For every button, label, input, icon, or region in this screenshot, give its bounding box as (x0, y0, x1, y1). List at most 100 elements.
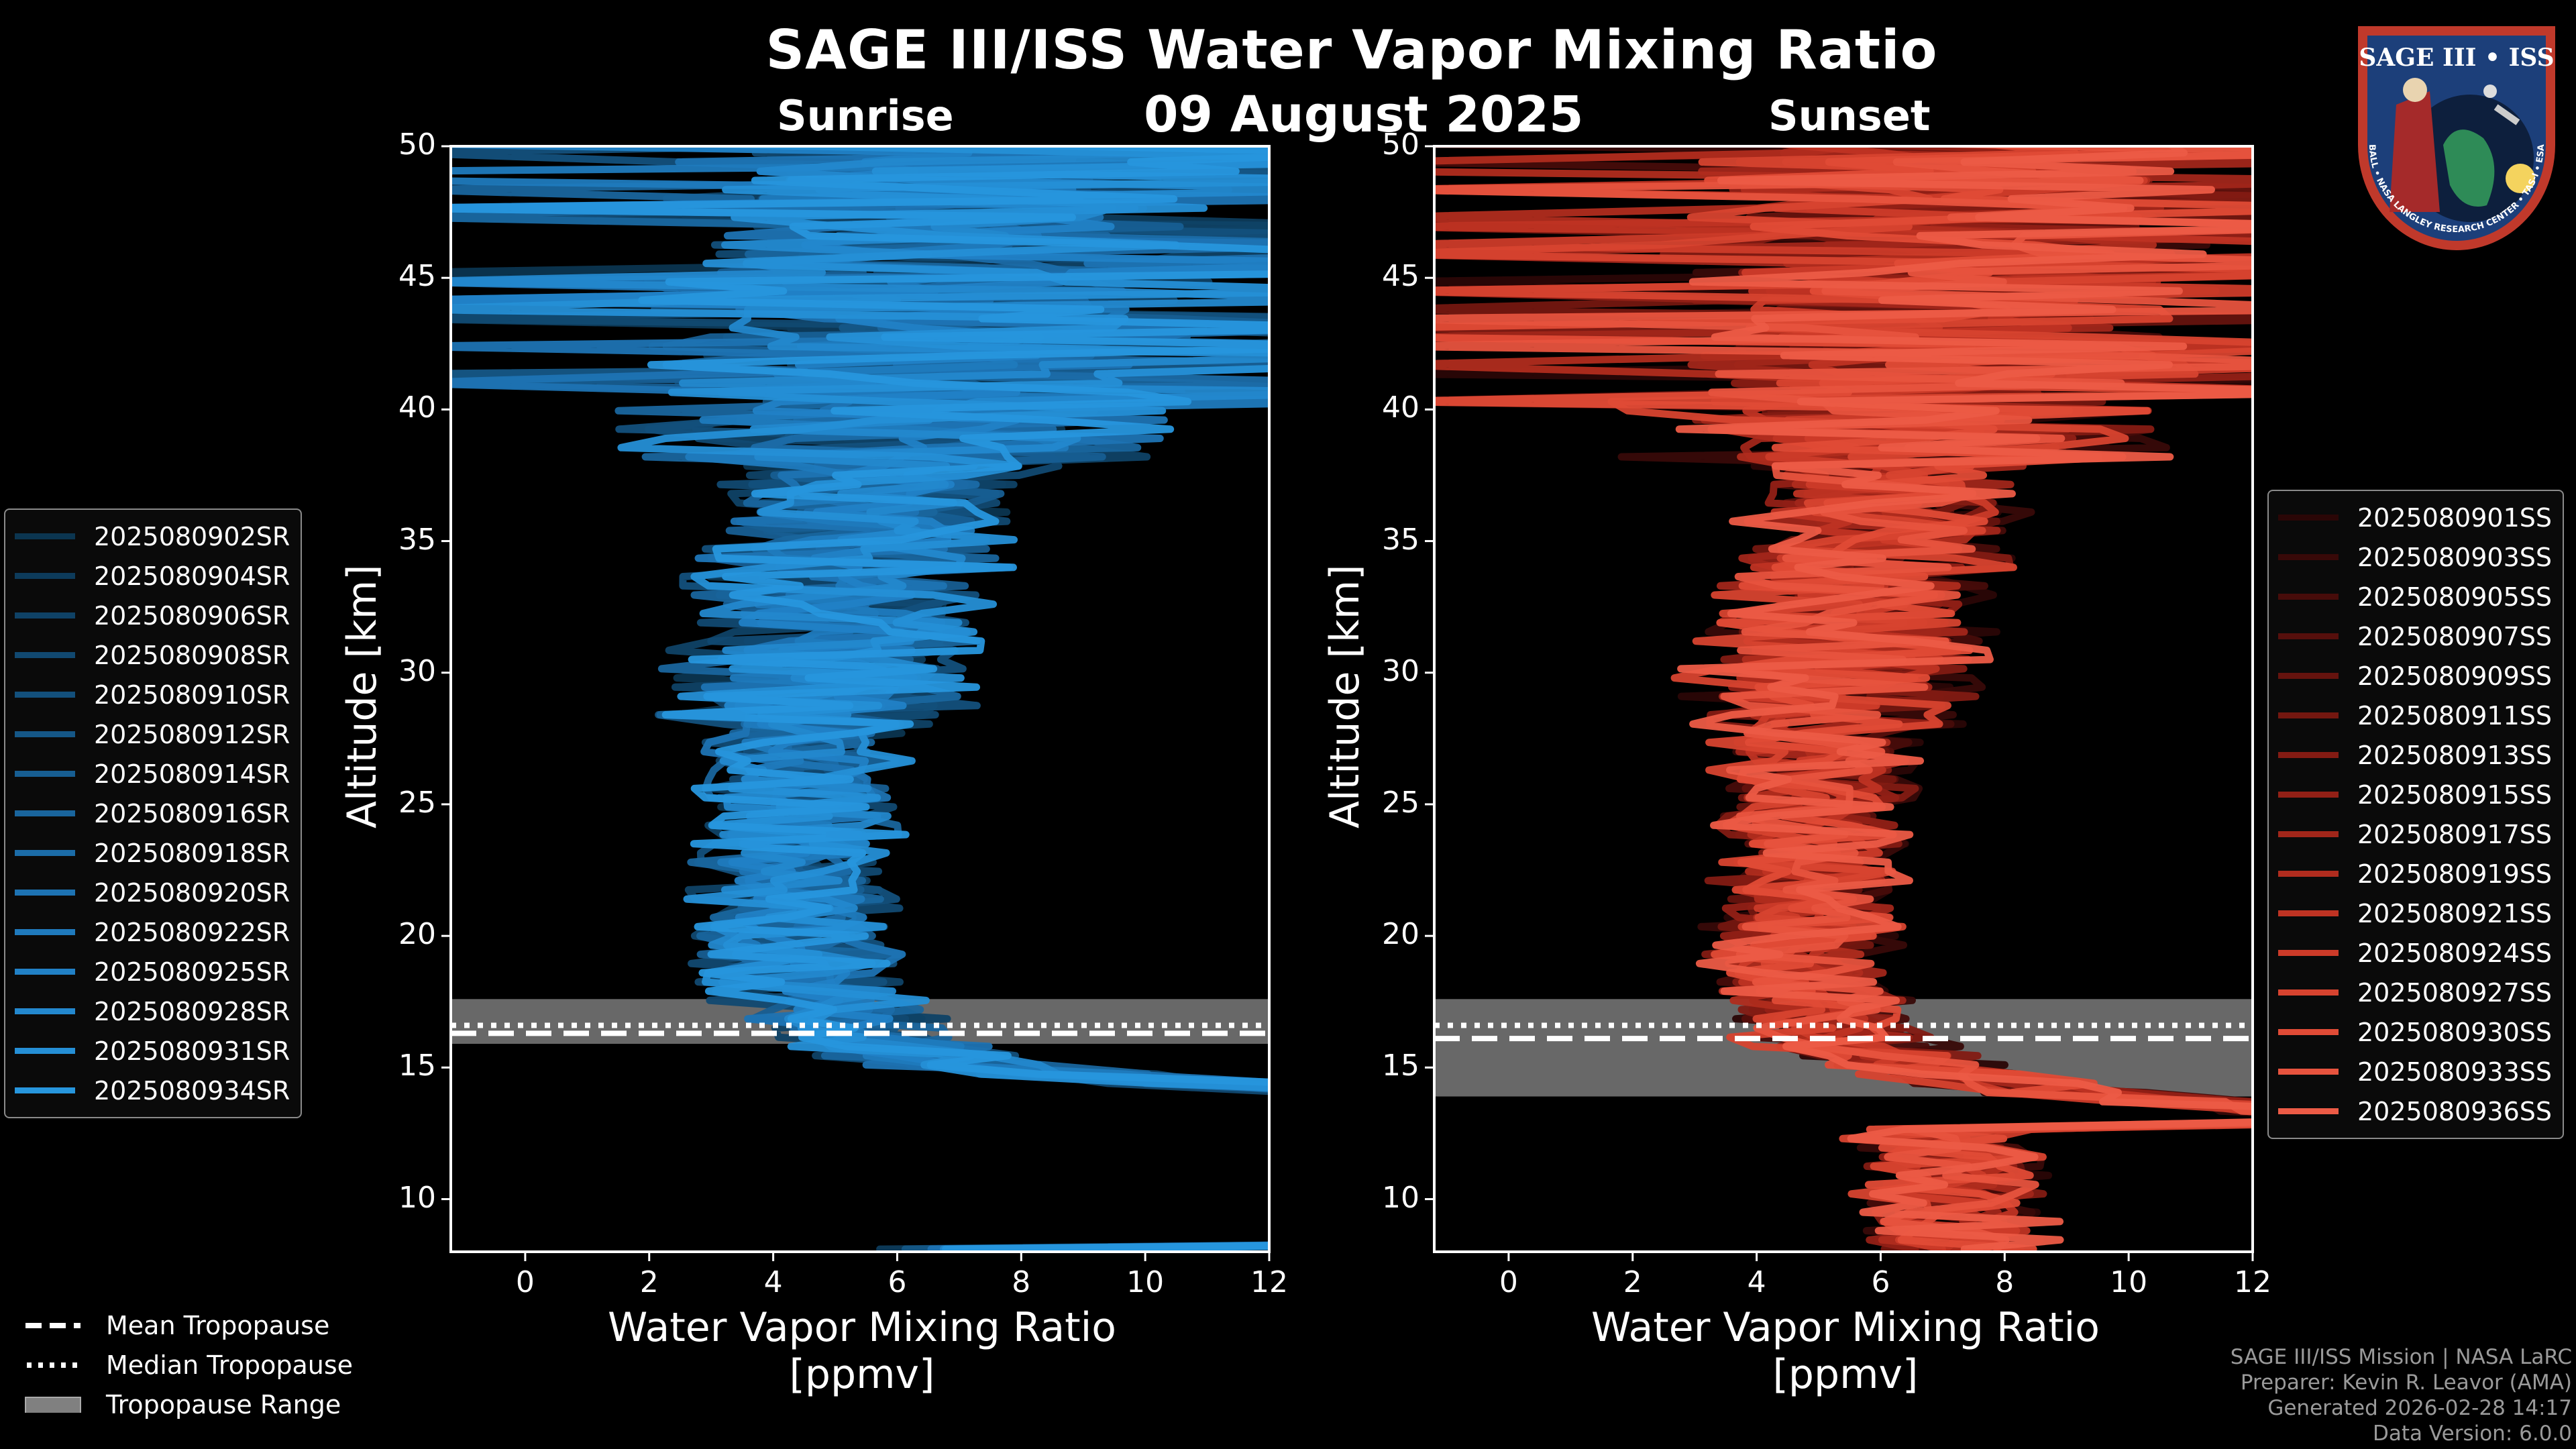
legend-item-2025080907SS: 2025080907SS (2275, 616, 2552, 656)
sunset-ytick-label: 10 (1382, 1180, 1419, 1215)
sunrise-axes-frame (449, 145, 1271, 1253)
legend-swatch-icon (15, 810, 75, 816)
legend-swatch-icon (2278, 871, 2339, 877)
footer-preparer: Preparer: Kevin R. Leavor (AMA) (2240, 1371, 2572, 1395)
logo-sage-figure-icon (2390, 91, 2440, 212)
legend-swatch-icon (2278, 673, 2339, 679)
dashed-line-icon (25, 1322, 80, 1328)
legend-swatch-icon (15, 771, 75, 777)
logo-banner (2368, 36, 2545, 78)
sunrise-xtick-label: 2 (639, 1265, 659, 1299)
legend-label: 2025080904SR (94, 561, 290, 591)
legend-label: 2025080931SR (94, 1036, 290, 1066)
legend-swatch-icon (15, 612, 75, 619)
sunset-xtick-label: 0 (1499, 1265, 1518, 1299)
legend-swatch-icon (2278, 594, 2339, 600)
legend-label: 2025080918SR (94, 838, 290, 868)
sunset-xlabel: Water Vapor Mixing Ratio [ppmv] (1591, 1304, 2100, 1398)
sunrise-xlabel: Water Vapor Mixing Ratio [ppmv] (608, 1304, 1116, 1398)
legend-item-2025080927SS: 2025080927SS (2275, 973, 2552, 1012)
legend-swatch-icon (2278, 989, 2339, 996)
legend-item-2025080913SS: 2025080913SS (2275, 735, 2552, 775)
sunset-xtick-label: 2 (1623, 1265, 1642, 1299)
sunrise-ytick-label: 40 (398, 390, 436, 425)
legend-item-2025080925SR: 2025080925SR (12, 952, 290, 991)
legend-item-2025080919SS: 2025080919SS (2275, 854, 2552, 894)
sunrise-panel-title: Sunrise (777, 91, 954, 140)
legend-median-tropopause: Median Tropopause (24, 1345, 353, 1385)
legend-swatch-icon (15, 929, 75, 935)
legend-label: 2025080916SR (94, 798, 290, 828)
sunset-xtick-label: 10 (2110, 1265, 2148, 1299)
legend-swatch-icon (2278, 752, 2339, 758)
legend-label: 2025080910SR (94, 680, 290, 710)
legend-item-2025080902SR: 2025080902SR (12, 517, 290, 556)
legend-item-2025080904SR: 2025080904SR (12, 556, 290, 596)
legend-swatch-icon (15, 652, 75, 658)
legend-label: 2025080930SS (2357, 1017, 2553, 1047)
legend-item-2025080908SR: 2025080908SR (12, 635, 290, 675)
legend-swatch-icon (2278, 910, 2339, 916)
legend-item-2025080936SS: 2025080936SS (2275, 1091, 2552, 1131)
legend-item-2025080928SR: 2025080928SR (12, 991, 290, 1031)
legend-item-2025080912SR: 2025080912SR (12, 714, 290, 754)
sunset-plot-group (1434, 146, 2253, 1252)
legend-item-2025080920SR: 2025080920SR (12, 873, 290, 912)
profile-line-2025080934SR (451, 146, 1269, 1252)
sunset-ytick-label: 30 (1382, 653, 1419, 688)
legend-item-2025080915SS: 2025080915SS (2275, 775, 2552, 814)
legend-swatch-icon (2278, 633, 2339, 639)
legend-label: 2025080915SS (2357, 780, 2553, 810)
legend-item-2025080910SR: 2025080910SR (12, 675, 290, 714)
chart-title: SAGE III/ISS Water Vapor Mixing Ratio (765, 19, 1938, 81)
legend-label: 2025080936SS (2357, 1096, 2553, 1126)
sage-mission-logo: SAGE III • ISS BALL • NASA LANGLEY RESEA… (2358, 26, 2555, 250)
sunset-ytick-label: 45 (1382, 259, 1419, 294)
chart-date: 09 August 2025 (1144, 86, 1584, 144)
logo-top-text: SAGE III • ISS (2359, 44, 2554, 72)
legend-label: 2025080927SS (2357, 977, 2553, 1008)
logo-moon-icon (2483, 85, 2497, 98)
legend-range-label: Tropopause Range (106, 1389, 341, 1419)
dotted-line-icon (27, 1362, 80, 1368)
legend-item-2025080914SR: 2025080914SR (12, 754, 290, 794)
sunset-ytick-label: 40 (1382, 390, 1419, 425)
legend-label: 2025080901SS (2357, 502, 2553, 533)
legend-label: 2025080909SS (2357, 661, 2553, 691)
footer-mission: SAGE III/ISS Mission | NASA LaRC (2230, 1345, 2572, 1369)
legend-label: 2025080919SS (2357, 859, 2553, 889)
legend-label: 2025080922SR (94, 917, 290, 947)
sunset-ytick-label: 15 (1382, 1049, 1419, 1083)
footer-generated: Generated 2026-02-28 14:17 (2267, 1396, 2572, 1420)
sunset-ytick-label: 50 (1382, 127, 1419, 162)
legend-swatch-icon (15, 573, 75, 579)
legend-item-2025080901SS: 2025080901SS (2275, 498, 2552, 537)
legend-swatch-icon (15, 731, 75, 737)
legend-label: 2025080907SS (2357, 621, 2553, 651)
legend-item-2025080916SR: 2025080916SR (12, 794, 290, 833)
sunrise-xtick-label: 8 (1012, 1265, 1031, 1299)
legend-swatch-icon (15, 850, 75, 856)
sunrise-xtick-label: 0 (515, 1265, 535, 1299)
legend-swatch-icon (2278, 831, 2339, 837)
legend-label: 2025080913SS (2357, 740, 2553, 770)
sunset-xtick-label: 6 (1871, 1265, 1890, 1299)
legend-item-2025080921SS: 2025080921SS (2275, 894, 2552, 933)
sunrise-xtick-label: 6 (888, 1265, 907, 1299)
legend-label: 2025080908SR (94, 640, 290, 670)
sunrise-ytick-label: 15 (398, 1049, 436, 1083)
legend-item-2025080909SS: 2025080909SS (2275, 656, 2552, 696)
legend-label: 2025080917SS (2357, 819, 2553, 849)
legend-item-2025080903SS: 2025080903SS (2275, 537, 2552, 577)
legend-item-2025080930SS: 2025080930SS (2275, 1012, 2552, 1052)
legend-item-2025080917SS: 2025080917SS (2275, 814, 2552, 854)
footer-credits: SAGE III/ISS Mission | NASA LaRC Prepare… (2231, 1344, 2572, 1446)
sunset-axes-frame (1433, 145, 2254, 1253)
tropopause-legend: Mean Tropopause Median Tropopause Tropop… (24, 1305, 353, 1424)
logo-face-icon (2403, 78, 2427, 102)
legend-item-2025080918SR: 2025080918SR (12, 833, 290, 873)
legend-swatch-icon (15, 692, 75, 698)
legend-swatch-icon (2278, 1108, 2339, 1114)
legend-label: 2025080925SR (94, 957, 290, 987)
legend-swatch-icon (15, 890, 75, 896)
